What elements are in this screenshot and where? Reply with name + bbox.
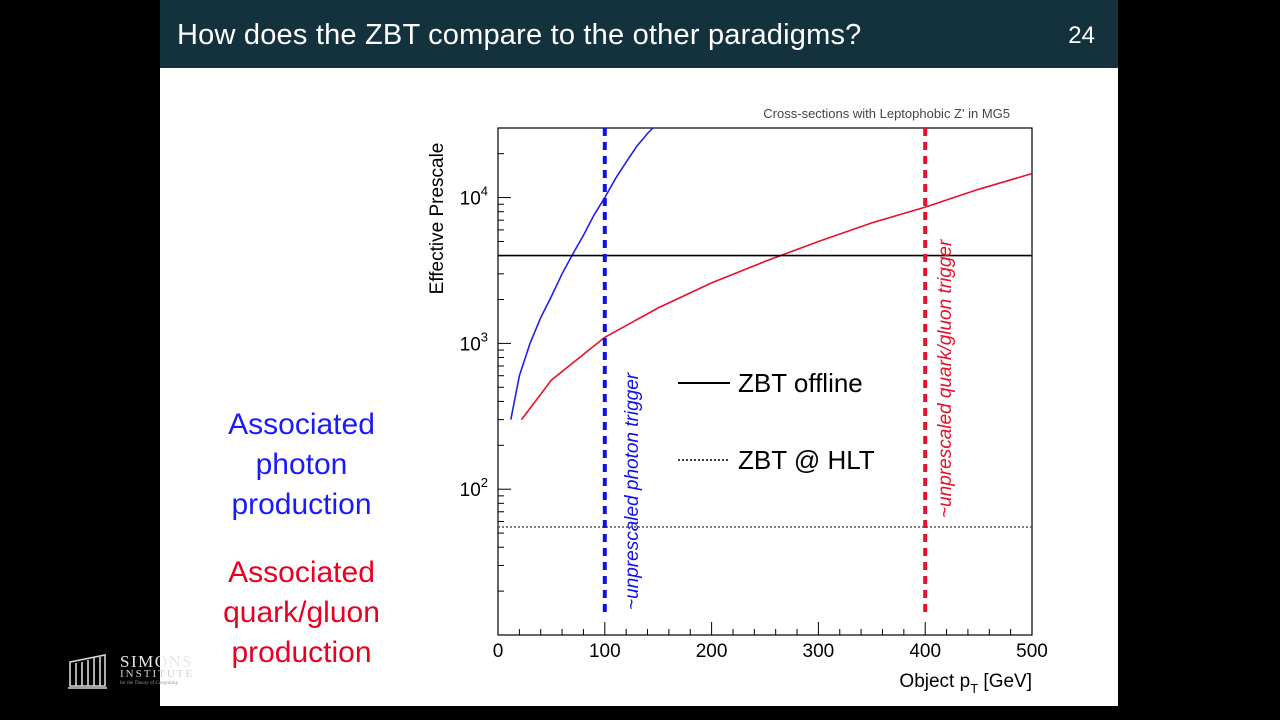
x-tick-label: 300: [803, 641, 835, 662]
columns-icon: [68, 654, 107, 689]
label-line: production: [231, 636, 372, 669]
y-axis-label: Effective Prescale: [427, 143, 448, 295]
x-tick-label: 0: [493, 641, 504, 662]
label-associated-photon: Associated photon production: [160, 405, 443, 525]
logo-sub: INSTITUTE: [120, 668, 195, 680]
legend-label: ZBT offline: [738, 368, 863, 398]
y-tick-label: 104: [460, 184, 488, 210]
legend-label: ZBT @ HLT: [738, 445, 875, 475]
slide: How does the ZBT compare to the other pa…: [160, 0, 1118, 706]
x-tick-label: 200: [696, 641, 728, 662]
logo-name: SIMONS: [120, 652, 194, 671]
series-line-associated-quark-gluon-production: [520, 172, 1032, 421]
x-tick-label: 100: [589, 641, 621, 662]
x-tick-label: 400: [909, 641, 941, 662]
chart: 0 100 200 300 400 500 102 103 104 Effective Presc…: [427, 106, 1048, 696]
label-line: photon: [255, 448, 348, 481]
simons-institute-logo: SIMONS INSTITUTE for the Theory of Compu…: [0, 0, 192, 720]
y-tick-label: 102: [460, 475, 488, 501]
label-line: quark/gluon: [223, 596, 380, 629]
series-line-associated-photon-production: [510, 128, 654, 420]
title-bar: How does the ZBT compare to the other pa…: [160, 0, 1118, 68]
label-line: production: [231, 488, 372, 521]
series-group: [498, 128, 1032, 528]
label-line: Associated: [228, 556, 375, 589]
logo-tagline: for the Theory of Computing: [120, 681, 178, 686]
label-associated-quark: Associated quark/gluon production: [160, 553, 443, 673]
plot-frame: [497, 127, 1033, 636]
x-tick-label: 500: [1016, 641, 1048, 662]
x-axis-label: Object pT [GeV]: [899, 671, 1032, 696]
label-line: Associated: [228, 408, 375, 441]
slide-number: 24: [1068, 22, 1095, 49]
y-tick-label: 103: [460, 329, 488, 355]
vline-label: ~unprescaled photon trigger: [622, 372, 643, 610]
slide-title: How does the ZBT compare to the other pa…: [177, 19, 862, 51]
chart-title: Cross-sections with Leptophobic Z' in MG…: [763, 106, 1010, 121]
vline-label: ~unprescaled quark/gluon trigger: [935, 239, 956, 518]
